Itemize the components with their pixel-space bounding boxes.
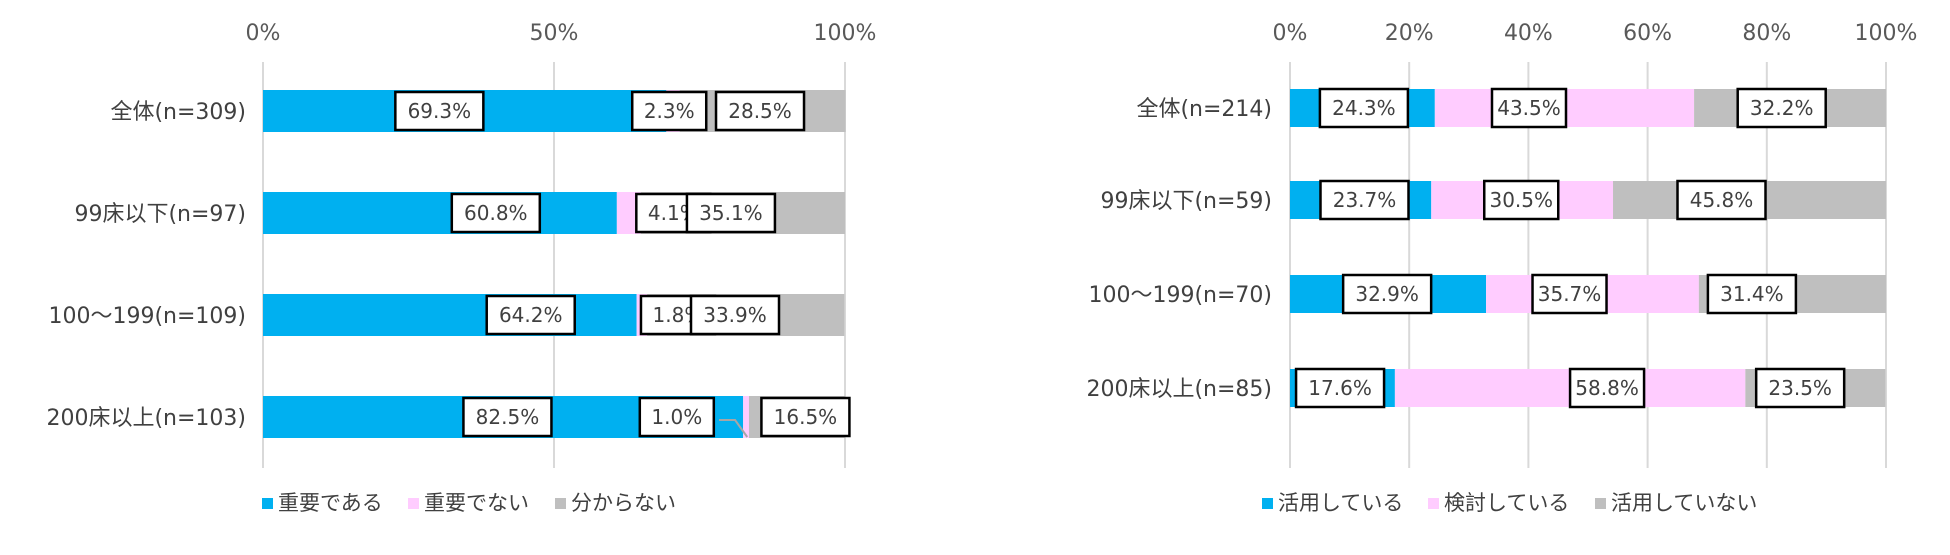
data-label: 17.6%	[1308, 376, 1372, 400]
data-label-box	[1294, 367, 1386, 409]
legend-label: 分からない	[571, 491, 676, 515]
data-label: 35.7%	[1538, 282, 1602, 306]
data-label: 16.5%	[774, 405, 838, 429]
bar-segment	[616, 192, 641, 234]
data-label-box	[462, 396, 553, 438]
category-label: 100〜199(n=70)	[1088, 283, 1272, 308]
data-label: 23.7%	[1333, 188, 1397, 212]
x-tick-label: 0%	[246, 21, 281, 46]
legend-label: 検討している	[1444, 491, 1569, 515]
data-label: 43.5%	[1497, 96, 1561, 120]
category-label: 99床以下(n=97)	[74, 202, 246, 227]
legend-swatch	[1595, 498, 1606, 509]
data-label: 45.8%	[1690, 188, 1754, 212]
data-label: 24.3%	[1332, 96, 1396, 120]
chart-2: 0% 20% 40% 60% 80% 100% 全体(n=214) 99床以下(n=59) 10…	[1086, 21, 1917, 515]
data-label-box	[638, 396, 716, 438]
data-label-box	[1676, 179, 1767, 221]
category-label: 99床以下(n=59)	[1100, 189, 1272, 214]
bar-segment	[263, 192, 617, 234]
data-label-box	[450, 192, 542, 234]
data-label: 1.0%	[651, 405, 702, 429]
data-label: 23.5%	[1768, 376, 1832, 400]
x-tick-label: 40%	[1504, 21, 1553, 46]
data-label: 33.9%	[703, 303, 767, 327]
data-label: 31.4%	[1720, 282, 1784, 306]
bar-segment	[263, 294, 637, 336]
legend-swatch	[1428, 498, 1439, 509]
data-label-box	[1706, 273, 1798, 315]
data-label: 64.2%	[499, 303, 563, 327]
data-label-box	[1736, 87, 1827, 129]
chart-1: 0% 50% 100% 全体(n=309) 99床以下(n=97) 100〜199(n=1…	[46, 21, 876, 515]
data-label-box	[1319, 179, 1410, 221]
data-label-box	[689, 294, 781, 336]
bar-segment	[743, 396, 749, 438]
x-tick-label: 100%	[1855, 21, 1918, 46]
data-label-box	[1490, 87, 1568, 129]
legend-label: 重要である	[278, 491, 383, 515]
legend-swatch	[262, 498, 273, 509]
x-tick-label: 50%	[530, 21, 579, 46]
data-label: 82.5%	[476, 405, 540, 429]
data-label-box	[1754, 367, 1846, 409]
category-label: 全体(n=214)	[1136, 97, 1272, 122]
legend-label: 活用している	[1278, 491, 1403, 515]
legend-swatch	[555, 498, 566, 509]
data-label-box	[760, 396, 851, 438]
legend-label: 重要でない	[424, 491, 529, 515]
x-tick-label: 0%	[1273, 21, 1308, 46]
data-label-box	[1318, 87, 1410, 129]
data-label: 32.2%	[1750, 96, 1814, 120]
category-label: 200床以上(n=85)	[1086, 377, 1272, 402]
x-tick-label: 80%	[1742, 21, 1791, 46]
x-tick-label: 100%	[814, 21, 877, 46]
data-label: 69.3%	[408, 99, 472, 123]
data-label: 2.3%	[644, 99, 695, 123]
legend-swatch	[1262, 498, 1273, 509]
category-label: 全体(n=309)	[110, 100, 246, 125]
data-label-box	[1341, 273, 1433, 315]
data-label: 35.1%	[699, 201, 763, 225]
data-label: 32.9%	[1355, 282, 1419, 306]
data-label-box	[630, 90, 708, 132]
data-label: 58.8%	[1575, 376, 1639, 400]
data-label-box	[394, 90, 485, 132]
x-tick-label: 60%	[1623, 21, 1672, 46]
data-label-box	[1568, 367, 1646, 409]
x-tick-label: 20%	[1385, 21, 1434, 46]
data-label-box	[685, 192, 777, 234]
category-label: 100〜199(n=109)	[48, 304, 246, 329]
data-label-box	[714, 90, 806, 132]
data-label: 28.5%	[728, 99, 792, 123]
legend-label: 活用していない	[1611, 491, 1757, 515]
data-label-box	[1531, 273, 1608, 315]
legend-swatch	[408, 498, 419, 509]
data-label-box	[1482, 179, 1560, 221]
data-label: 60.8%	[464, 201, 528, 225]
data-label: 30.5%	[1489, 188, 1553, 212]
leader-line	[719, 419, 749, 438]
data-label-box	[485, 294, 576, 336]
category-label: 200床以上(n=103)	[46, 406, 246, 431]
